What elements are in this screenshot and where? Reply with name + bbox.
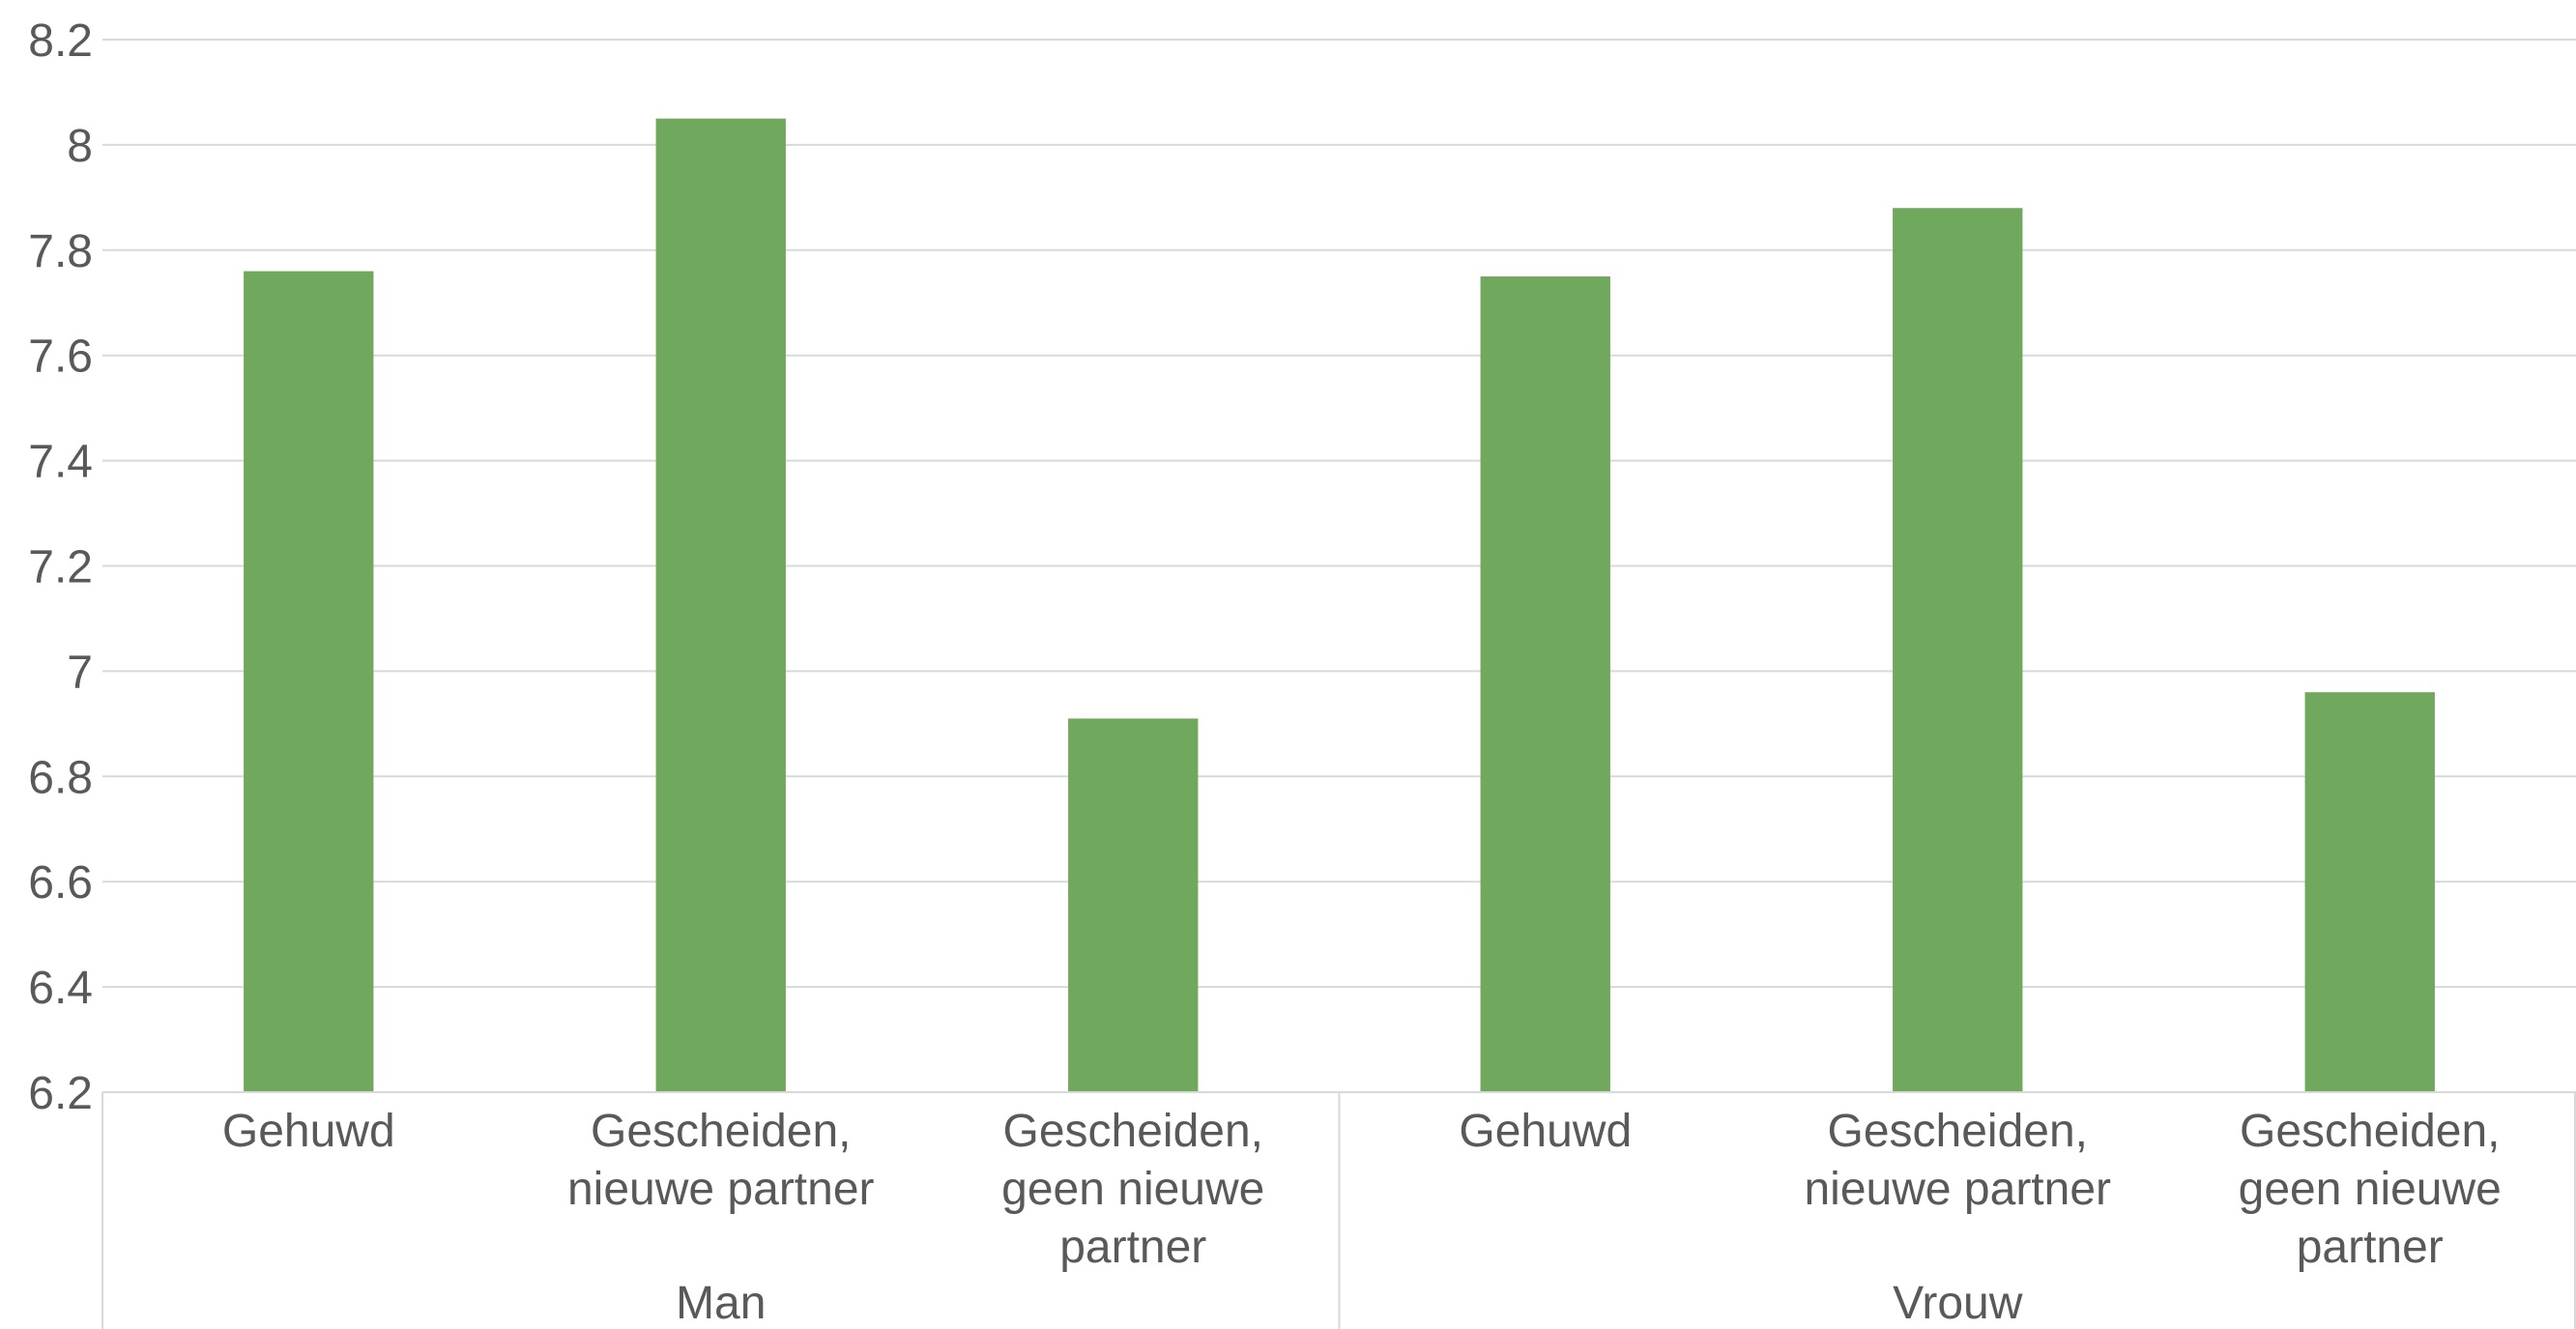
x-tick-label: geen nieuwe xyxy=(2239,1164,2502,1215)
x-tick-label: nieuwe partner xyxy=(567,1164,875,1215)
y-tick-label: 6.6 xyxy=(28,857,93,909)
y-tick-label: 7 xyxy=(67,647,93,698)
axes xyxy=(101,1091,2576,1329)
bar xyxy=(244,271,374,1093)
x-tick-label: Gescheiden, xyxy=(591,1106,852,1157)
gridlines xyxy=(102,39,2576,989)
bar xyxy=(1893,208,2023,1093)
bars xyxy=(244,118,2435,1093)
x-tick-label: partner xyxy=(1059,1222,1206,1273)
labels: 6.2 6.4 6.6 6.8 7 7.2 7.4 7.6 7.8 8 8.2 Gehuwd Gesch… xyxy=(28,15,2502,1329)
y-tick-label: 7.6 xyxy=(28,332,93,383)
x-tick-label: geen nieuwe xyxy=(1001,1164,1264,1215)
bar xyxy=(1480,276,1610,1092)
x-group-label: Man xyxy=(676,1278,766,1329)
x-tick-label: Gescheiden, xyxy=(1827,1106,2088,1157)
x-group-label: Vrouw xyxy=(1893,1278,2023,1329)
x-tick-label: Gehuwd xyxy=(222,1106,395,1157)
x-tick-label: Gescheiden, xyxy=(1002,1106,1263,1157)
x-tick-label: nieuwe partner xyxy=(1804,1164,2111,1215)
bar xyxy=(2304,692,2435,1092)
y-tick-label: 7.8 xyxy=(28,226,93,277)
bar xyxy=(1068,718,1199,1092)
y-tick-label: 6.2 xyxy=(28,1068,93,1119)
bar xyxy=(655,118,786,1093)
y-tick-label: 6.8 xyxy=(28,752,93,803)
y-tick-label: 7.4 xyxy=(28,437,93,488)
y-tick-label: 8.2 xyxy=(28,15,93,67)
y-tick-label: 8 xyxy=(67,121,93,172)
x-tick-label: Gescheiden, xyxy=(2240,1106,2501,1157)
y-tick-label: 6.4 xyxy=(28,963,93,1014)
x-tick-label: Gehuwd xyxy=(1459,1106,1632,1157)
y-tick-label: 7.2 xyxy=(28,542,93,593)
x-tick-label: partner xyxy=(2297,1222,2444,1273)
